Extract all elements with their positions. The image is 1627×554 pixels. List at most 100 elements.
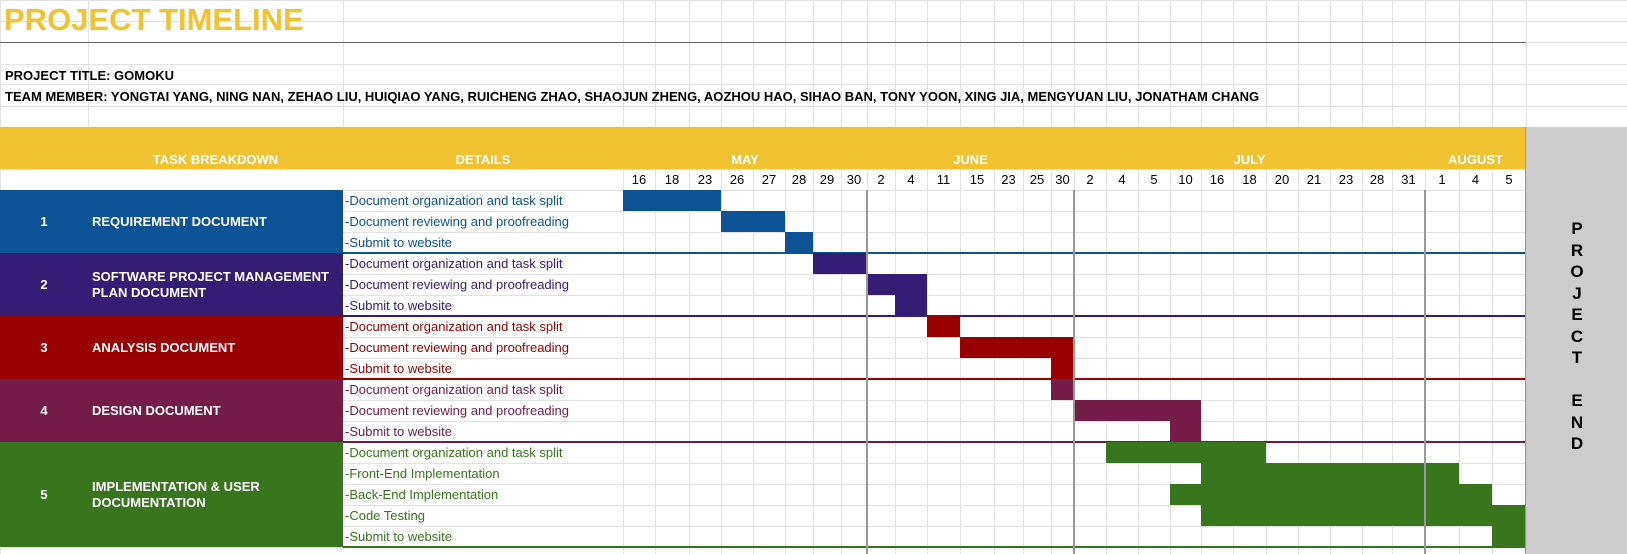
task-detail: -Code Testing [345,508,425,523]
project-end-letter: P [1571,219,1583,238]
gantt-bar [813,253,867,274]
date-header-cell: 28 [1369,172,1385,187]
task-detail: -Document reviewing and proofreading [345,403,570,418]
grid-hline [0,211,1627,212]
phase-block [0,190,343,253]
project-end-letter [1569,369,1585,391]
date-header-cell: 2 [877,172,885,187]
grid-vline [1023,0,1024,554]
header-band [0,127,1526,169]
gantt-bar [1051,358,1074,379]
team-members: TEAM MEMBER: YONGTAI YANG, NING NAN, ZEH… [5,89,1260,104]
grid-vline [753,0,754,554]
gantt-bar [1492,526,1526,547]
grid-vline [1459,0,1460,554]
date-header-cell: 4 [907,172,915,187]
project-end-letter: J [1572,283,1582,303]
date-header-cell: 23 [1001,172,1016,187]
date-header-cell: 10 [1178,172,1193,187]
phase-number: 3 [40,339,48,355]
project-end-letter: E [1571,305,1583,324]
phase-separator [343,546,1526,548]
date-header-cell: 26 [729,172,745,187]
project-end-letter: R [1570,240,1584,260]
phase-block [0,442,343,547]
task-detail: -Back-End Implementation [345,487,499,502]
date-header-cell: 4 [1118,172,1126,187]
date-header-cell: 20 [1274,172,1290,187]
date-row: 16 18 23 26 27 28 29 30 2 4 11 15 23 25 30 2 4 5 10 16 18 20 2… [623,169,1526,190]
phase-name: SOFTWARE PROJECT MANAGEMENT PLAN DOCUMEN… [92,268,329,300]
grid-vline [655,0,656,554]
task-detail: -Document organization and task split [345,193,563,208]
project-end-column [1526,127,1627,554]
date-header-cell: 2 [1086,172,1094,187]
grid-hline [0,400,1627,401]
grid-vline [994,0,995,554]
grid-vline [1492,0,1493,554]
month-may: MAY [731,152,759,167]
grid-vline [1330,0,1331,554]
grid-vline [88,0,89,127]
grid-vline [841,0,842,554]
task-detail: -Document reviewing and proofreading [345,340,570,355]
grid-vline [343,0,344,127]
grid-vline [1362,0,1363,554]
grid-vline [721,0,722,554]
grid-hline [0,358,1627,359]
date-header-cell: 11 [936,172,951,187]
phase-block [0,379,343,442]
task-detail: -Submit to website [345,529,452,544]
project-end-letter: C [1570,326,1584,346]
date-header-cell: 30 [1055,172,1070,187]
gantt-bar [623,190,721,211]
task-detail: -Document organization and task split [345,382,563,397]
phase-number: 1 [40,213,48,229]
gantt-bar [785,232,813,253]
phase-separator [343,378,1526,380]
project-end-letter: E [1571,391,1583,410]
grid-hline [0,64,1627,65]
project-end-letter: O [1570,262,1584,281]
task-detail: -Document organization and task split [345,319,563,334]
grid-vline [1170,0,1171,554]
grid-vline [1138,0,1139,554]
page-title: PROJECT TIMELINE [4,2,304,37]
chart-right-edge [1525,127,1526,554]
phase-number: 4 [40,402,48,418]
date-header-cell: 31 [1401,172,1416,187]
month-divider-august [1424,190,1426,554]
grid-hline [0,295,1627,296]
date-header-cell: 29 [819,172,835,187]
date-header-cell: 27 [761,172,777,187]
task-detail: -Submit to website [345,235,452,250]
date-header-cell: 23 [697,172,713,187]
phase-block [0,253,343,316]
date-header-cell: 18 [1242,172,1257,187]
date-header-cell: 18 [664,172,680,187]
grid-hline [0,21,1627,22]
grid-vline [1392,0,1393,554]
phase-separator [343,441,1526,443]
phase-separator [343,252,1526,254]
date-header-cell: 28 [791,172,807,187]
grid-vline [623,0,624,554]
month-divider-july [1073,190,1075,554]
phase-name: DESIGN DOCUMENT [92,402,221,418]
phase-name: ANALYSIS DOCUMENT [92,339,236,355]
month-august: AUGUST [1448,152,1503,167]
date-header-cell: 16 [631,172,647,187]
grid-hline [0,232,1627,233]
gantt-bar [1074,400,1201,421]
gantt-bar [1201,505,1526,526]
phase-name: REQUIREMENT DOCUMENT [92,213,267,229]
phase-block [0,316,343,379]
grid-vline [1201,0,1202,554]
date-header-cell: 5 [1505,172,1513,187]
task-detail: -Submit to website [345,424,452,439]
title-underline [0,42,1526,43]
grid-hline [0,463,1627,464]
grid-vline [689,0,690,554]
task-detail: -Front-End Implementation [345,466,500,481]
date-header-cell: 16 [1209,172,1225,187]
